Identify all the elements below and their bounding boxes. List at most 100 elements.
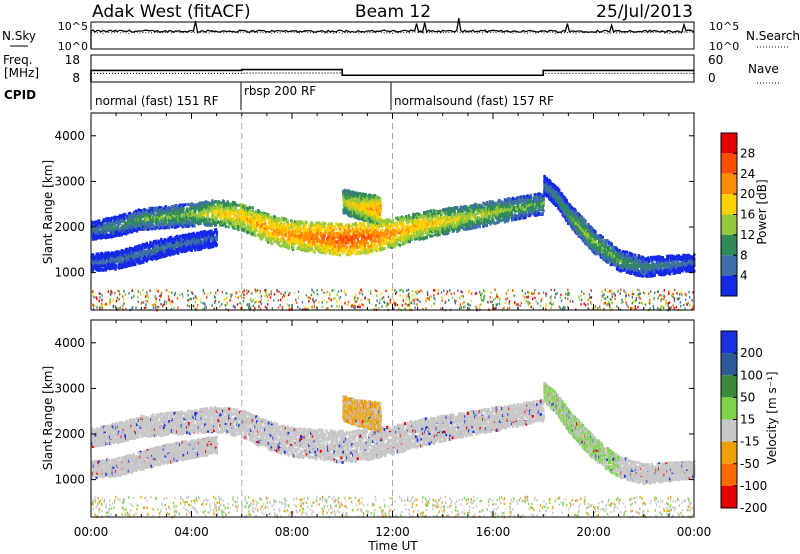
ground-scatter-cell — [561, 300, 562, 302]
ground-scatter-cell — [336, 300, 337, 302]
ground-scatter-cell — [177, 306, 178, 308]
ground-scatter-cell — [99, 296, 100, 298]
ground-scatter-cell — [580, 303, 581, 305]
nave-label: Nave — [748, 62, 779, 76]
ground-scatter-cell — [100, 293, 101, 295]
ground-scatter-cell — [411, 301, 412, 303]
ground-scatter-cell — [128, 292, 129, 294]
ground-scatter-cell — [250, 306, 251, 308]
ground-scatter-cell — [452, 297, 453, 299]
ground-scatter-cell — [589, 293, 590, 295]
ground-scatter-cell — [528, 304, 529, 306]
ground-scatter-cell — [648, 292, 649, 294]
ground-scatter-cell — [469, 304, 470, 306]
ground-scatter-cell — [554, 289, 555, 291]
ground-scatter-cell — [261, 303, 262, 305]
ground-scatter-cell — [355, 301, 356, 303]
ground-scatter-cell — [459, 297, 460, 299]
ground-scatter-cell — [467, 303, 468, 305]
ground-scatter-cell — [392, 289, 393, 291]
ground-scatter-cell — [685, 299, 686, 301]
ground-scatter-cell — [324, 299, 325, 301]
ground-scatter-cell — [414, 306, 415, 308]
ground-scatter-cell — [643, 292, 644, 294]
ground-scatter-cell — [135, 307, 136, 309]
ground-scatter-cell — [524, 297, 525, 299]
ground-scatter-cell — [640, 293, 641, 295]
ground-scatter-cell — [445, 302, 446, 304]
ground-scatter-cell — [409, 306, 410, 308]
ground-scatter-cell — [628, 294, 629, 296]
ground-scatter-cell — [534, 297, 535, 299]
ground-scatter-cell — [506, 292, 507, 294]
ground-scatter-cell — [538, 292, 539, 294]
ground-scatter-cell — [620, 289, 621, 291]
ground-scatter-cell — [314, 303, 315, 305]
ground-scatter-cell — [204, 292, 205, 294]
ground-scatter-cell — [393, 299, 394, 301]
ground-scatter-cell — [256, 301, 257, 303]
ground-scatter-cell — [514, 295, 515, 297]
ground-scatter-cell — [614, 298, 615, 300]
ground-scatter-cell — [387, 302, 388, 304]
ground-scatter-cell — [509, 302, 510, 304]
ground-scatter-cell — [294, 292, 295, 294]
ground-scatter-cell — [259, 292, 260, 294]
ground-scatter-cell — [425, 299, 426, 301]
ground-scatter-cell — [322, 306, 323, 308]
ground-scatter-cell — [579, 298, 580, 300]
ground-scatter-cell — [662, 305, 663, 307]
ground-scatter-cell — [260, 301, 261, 303]
ground-scatter-cell — [255, 290, 256, 292]
ground-scatter-cell — [623, 289, 624, 291]
ground-scatter-cell — [522, 290, 523, 292]
ground-scatter-cell — [164, 303, 165, 305]
ground-scatter-cell — [323, 292, 324, 294]
cpid-label: CPID — [4, 88, 36, 102]
ground-scatter-cell — [149, 290, 150, 292]
ground-scatter-cell — [261, 299, 262, 301]
ground-scatter-cell — [616, 305, 617, 307]
ground-scatter-cell — [132, 289, 133, 291]
ground-scatter-cell — [416, 292, 417, 294]
ground-scatter-cell — [634, 301, 635, 303]
ground-scatter-cell — [455, 300, 456, 302]
ground-scatter-cell — [110, 290, 111, 292]
ground-scatter-cell — [640, 297, 641, 299]
ground-scatter-cell — [402, 304, 403, 306]
ground-scatter-cell — [665, 303, 666, 305]
ground-scatter-cell — [481, 299, 482, 301]
ground-scatter-cell — [585, 304, 586, 306]
ground-scatter-cell — [357, 306, 358, 308]
ground-scatter-cell — [537, 302, 538, 304]
ground-scatter-cell — [284, 295, 285, 297]
ground-scatter-cell — [238, 296, 239, 298]
ground-scatter-cell — [326, 307, 327, 309]
ground-scatter-cell — [368, 299, 369, 301]
ground-scatter-cell — [101, 303, 102, 305]
ground-scatter-cell — [625, 292, 626, 294]
ground-scatter-cell — [358, 306, 359, 308]
ground-scatter-cell — [248, 306, 249, 308]
ground-scatter-cell — [406, 289, 407, 291]
ground-scatter-cell — [338, 305, 339, 307]
ground-scatter-cell — [580, 294, 581, 296]
ground-scatter-cell — [170, 301, 171, 303]
freq-label-2: [MHz] — [4, 66, 39, 80]
ground-scatter-cell — [381, 305, 382, 307]
ground-scatter-cell — [487, 301, 488, 303]
ground-scatter-cell — [605, 289, 606, 291]
ground-scatter-cell — [533, 307, 534, 309]
ground-scatter-cell — [485, 290, 486, 292]
ground-scatter-cell — [686, 304, 687, 306]
ground-scatter-cell — [406, 296, 407, 298]
ground-scatter-cell — [514, 301, 515, 303]
ground-scatter-cell — [253, 299, 254, 301]
ground-scatter-cell — [164, 301, 165, 303]
ground-scatter-cell — [101, 294, 102, 296]
ground-scatter-cell — [339, 298, 340, 300]
ground-scatter-cell — [492, 301, 493, 303]
ground-scatter-cell — [153, 303, 154, 305]
ground-scatter-cell — [418, 291, 419, 293]
ground-scatter-cell — [370, 292, 371, 294]
